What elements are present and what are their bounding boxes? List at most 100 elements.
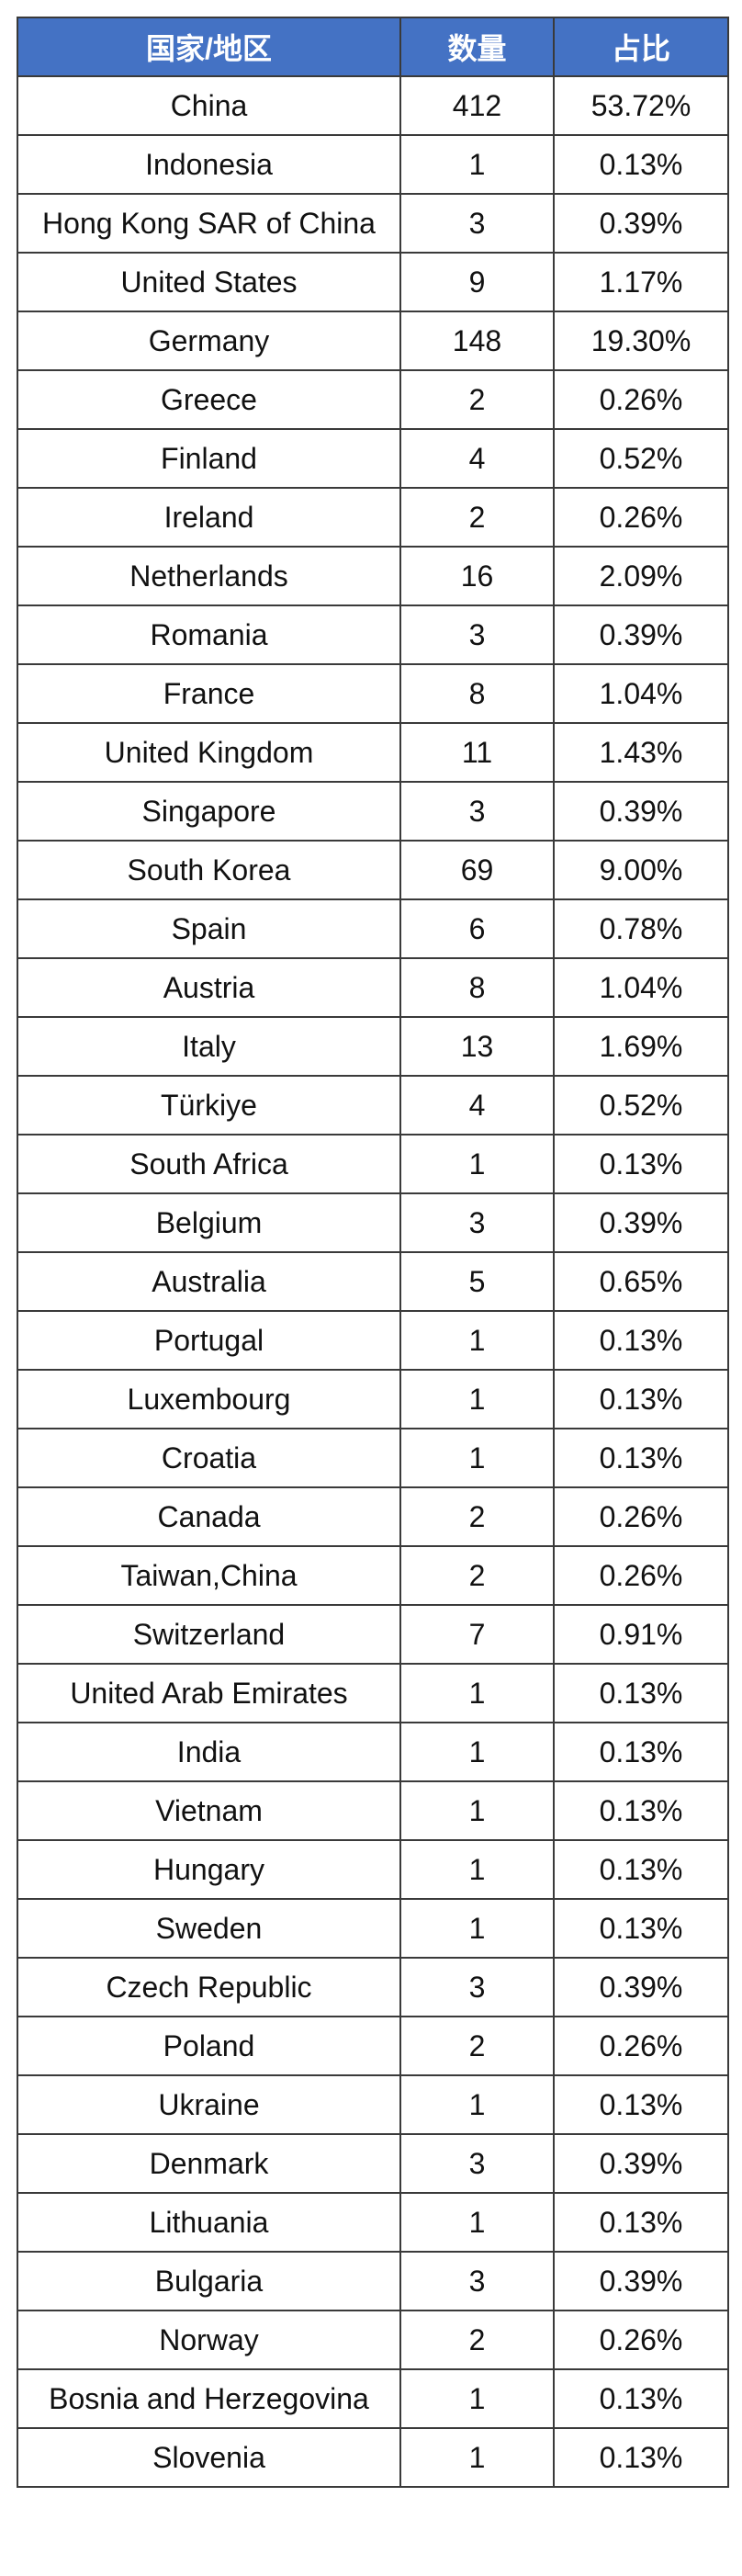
share-cell: 0.39%	[553, 2251, 729, 2311]
table-row: Slovenia 1 0.13%	[17, 2427, 729, 2488]
share-cell: 0.65%	[553, 1251, 729, 1312]
table-row: Switzerland 7 0.91%	[17, 1604, 729, 1665]
count-cell: 1	[399, 2074, 555, 2135]
count-cell: 4	[399, 428, 555, 489]
country-cell: Croatia	[17, 1428, 401, 1488]
table-row: Singapore 3 0.39%	[17, 781, 729, 842]
count-cell: 1	[399, 1780, 555, 1841]
count-cell: 16	[399, 546, 555, 606]
share-cell: 1.17%	[553, 252, 729, 312]
table-row: Australia 5 0.65%	[17, 1251, 729, 1312]
country-cell: Singapore	[17, 781, 401, 842]
share-cell: 0.13%	[553, 134, 729, 195]
share-cell: 0.26%	[553, 2016, 729, 2076]
table-row: United States 9 1.17%	[17, 252, 729, 312]
share-cell: 0.13%	[553, 1663, 729, 1723]
table-row: Luxembourg 1 0.13%	[17, 1369, 729, 1429]
country-cell: Belgium	[17, 1192, 401, 1253]
country-cell: Australia	[17, 1251, 401, 1312]
table-row: Italy 13 1.69%	[17, 1016, 729, 1077]
count-cell: 1	[399, 2368, 555, 2429]
country-cell: Ireland	[17, 487, 401, 548]
country-cell: Austria	[17, 957, 401, 1018]
count-cell: 2	[399, 2310, 555, 2370]
share-cell: 2.09%	[553, 546, 729, 606]
table-row: Denmark 3 0.39%	[17, 2133, 729, 2194]
country-cell: Luxembourg	[17, 1369, 401, 1429]
country-cell: Lithuania	[17, 2192, 401, 2253]
count-cell: 8	[399, 957, 555, 1018]
share-cell: 0.91%	[553, 1604, 729, 1665]
count-cell: 3	[399, 604, 555, 665]
count-cell: 148	[399, 311, 555, 371]
share-cell: 1.43%	[553, 722, 729, 783]
count-cell: 69	[399, 840, 555, 900]
table-row: Indonesia 1 0.13%	[17, 134, 729, 195]
country-cell: Bulgaria	[17, 2251, 401, 2311]
count-cell: 2	[399, 369, 555, 430]
count-cell: 2	[399, 1486, 555, 1547]
count-cell: 1	[399, 1663, 555, 1723]
country-cell: United Kingdom	[17, 722, 401, 783]
table-row: Lithuania 1 0.13%	[17, 2192, 729, 2253]
table-row: Ukraine 1 0.13%	[17, 2074, 729, 2135]
share-cell: 0.13%	[553, 1839, 729, 1900]
table-row: Austria 8 1.04%	[17, 957, 729, 1018]
country-cell: Spain	[17, 898, 401, 959]
table-row: Bosnia and Herzegovina 1 0.13%	[17, 2368, 729, 2429]
count-cell: 6	[399, 898, 555, 959]
country-cell: Vietnam	[17, 1780, 401, 1841]
share-cell: 0.26%	[553, 487, 729, 548]
count-cell: 3	[399, 781, 555, 842]
count-cell: 2	[399, 2016, 555, 2076]
count-cell: 1	[399, 1310, 555, 1371]
country-cell: Canada	[17, 1486, 401, 1547]
share-cell: 0.39%	[553, 1192, 729, 1253]
share-cell: 0.39%	[553, 2133, 729, 2194]
table-row: Portugal 1 0.13%	[17, 1310, 729, 1371]
table-row: United Kingdom 11 1.43%	[17, 722, 729, 783]
table-row: Croatia 1 0.13%	[17, 1428, 729, 1488]
country-cell: India	[17, 1722, 401, 1782]
country-cell: Hong Kong SAR of China	[17, 193, 401, 254]
country-cell: Netherlands	[17, 546, 401, 606]
share-cell: 0.13%	[553, 1428, 729, 1488]
table-body: China 412 53.72% Indonesia 1 0.13% Hong Kong S…	[17, 75, 729, 2488]
country-cell: Romania	[17, 604, 401, 665]
share-cell: 0.13%	[553, 1369, 729, 1429]
count-cell: 1	[399, 2192, 555, 2253]
country-cell: Finland	[17, 428, 401, 489]
table-row: Hong Kong SAR of China 3 0.39%	[17, 193, 729, 254]
table-row: China 412 53.72%	[17, 75, 729, 136]
count-cell: 3	[399, 1192, 555, 1253]
count-cell: 3	[399, 1957, 555, 2017]
country-cell: Türkiye	[17, 1075, 401, 1135]
count-cell: 13	[399, 1016, 555, 1077]
share-cell: 0.13%	[553, 2368, 729, 2429]
header-row: 国家/地区 数量 占比	[17, 17, 729, 77]
country-cell: Taiwan,China	[17, 1545, 401, 1606]
table-row: Taiwan,China 2 0.26%	[17, 1545, 729, 1606]
table-row: Belgium 3 0.39%	[17, 1192, 729, 1253]
country-cell: United States	[17, 252, 401, 312]
country-cell: Italy	[17, 1016, 401, 1077]
share-cell: 1.04%	[553, 663, 729, 724]
country-cell: Norway	[17, 2310, 401, 2370]
table-row: United Arab Emirates 1 0.13%	[17, 1663, 729, 1723]
count-cell: 7	[399, 1604, 555, 1665]
country-cell: Bosnia and Herzegovina	[17, 2368, 401, 2429]
table-row: Türkiye 4 0.52%	[17, 1075, 729, 1135]
country-cell: Sweden	[17, 1898, 401, 1959]
header-cell: 数量	[399, 17, 555, 77]
count-cell: 3	[399, 193, 555, 254]
country-cell: Denmark	[17, 2133, 401, 2194]
share-cell: 0.39%	[553, 193, 729, 254]
share-cell: 0.13%	[553, 2427, 729, 2488]
count-cell: 3	[399, 2133, 555, 2194]
table-row: Sweden 1 0.13%	[17, 1898, 729, 1959]
share-cell: 1.69%	[553, 1016, 729, 1077]
share-cell: 0.26%	[553, 1486, 729, 1547]
country-cell: Ukraine	[17, 2074, 401, 2135]
country-cell: Hungary	[17, 1839, 401, 1900]
